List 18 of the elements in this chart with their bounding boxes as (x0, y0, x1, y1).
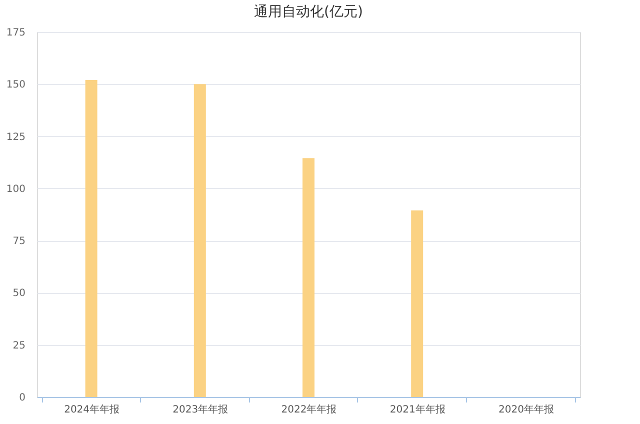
y-tick-label: 0 (19, 392, 26, 404)
y-tick-label: 25 (12, 340, 26, 352)
y-tick-label: 100 (6, 184, 26, 195)
bar (194, 84, 206, 397)
bar (85, 80, 98, 397)
bar (302, 158, 314, 397)
x-tick-label: 2020年年报 (498, 404, 554, 416)
y-tick-label: 50 (12, 288, 26, 300)
y-tick-label: 75 (12, 236, 26, 248)
x-tick-label: 2024年年报 (64, 404, 120, 416)
x-tick-label: 2023年年报 (172, 404, 228, 416)
bar (411, 210, 424, 397)
chart-title: 通用自动化(亿元) (254, 4, 363, 20)
x-tick-label: 2022年年报 (281, 404, 337, 416)
y-tick-label: 175 (6, 28, 26, 38)
x-tick-label: 2021年年报 (390, 404, 446, 416)
y-tick-label: 150 (6, 80, 26, 91)
y-tick-label: 125 (6, 132, 26, 143)
